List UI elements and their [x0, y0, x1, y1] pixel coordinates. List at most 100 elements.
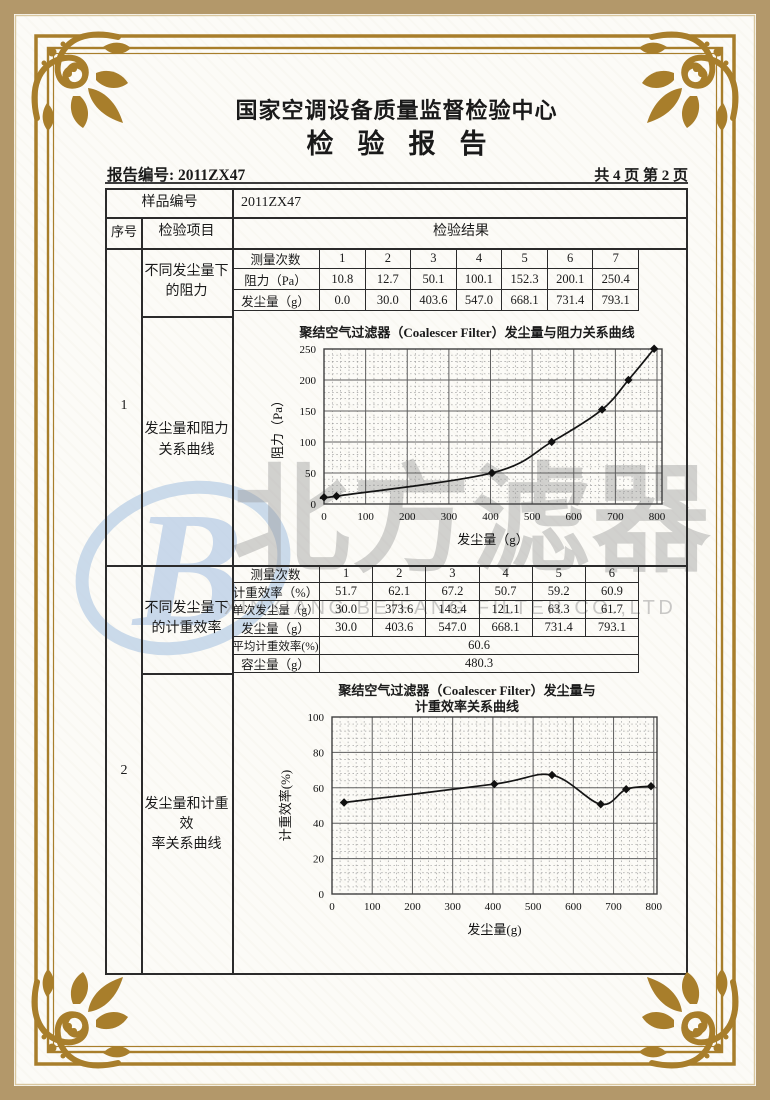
resistance-chart: 0 100 200 300 400 500 600 700 800 0 50 100 150 200 250… — [270, 344, 666, 547]
col-header-serial: 序号 — [110, 224, 137, 240]
svg-text:200: 200 — [399, 511, 416, 523]
efficiency-cell: 62.1 — [373, 583, 427, 601]
efficiency-chart-title-line1: 聚结空气过滤器（Coalescer Filter）发尘量与 — [338, 683, 596, 698]
single-dust-cell: 63.3 — [532, 601, 586, 619]
resistance-chart-title: 聚结空气过滤器（Coalescer Filter）发尘量与阻力关系曲线 — [299, 325, 635, 340]
resistance-cell: 10.8 — [320, 269, 366, 290]
svg-text:0: 0 — [329, 901, 335, 913]
dustB-cell: 668.1 — [479, 619, 533, 637]
svg-text:100: 100 — [300, 437, 317, 449]
resistance-cell: 250.4 — [593, 269, 639, 290]
avg-efficiency-label: 平均计重效率(%) — [232, 637, 320, 655]
dustA-cell: 731.4 — [547, 290, 594, 311]
countB-cell: 4 — [479, 565, 533, 583]
svg-text:0: 0 — [321, 511, 327, 523]
svg-text:40: 40 — [313, 818, 325, 830]
svg-text:150: 150 — [300, 406, 317, 418]
efficiency-cell: 59.2 — [532, 583, 586, 601]
org-title: 国家空调设备质量监督检验中心 — [235, 98, 558, 123]
svg-text:计重效率(%): 计重效率(%) — [278, 770, 293, 842]
svg-text:600: 600 — [565, 901, 582, 913]
countA-cell: 1 — [320, 248, 366, 269]
resistance-cell: 152.3 — [502, 269, 548, 290]
countB-cell: 5 — [532, 565, 586, 583]
item-resistance-curve: 发尘量和阻力 关系曲线 — [144, 422, 229, 458]
efficiency-cell: 67.2 — [426, 583, 480, 601]
svg-text:100: 100 — [357, 511, 374, 523]
efficiency-cell: 60.9 — [585, 583, 639, 601]
svg-text:500: 500 — [525, 901, 542, 913]
dustA-cell: 0.0 — [320, 290, 366, 311]
efficiency-cell: 51.7 — [320, 583, 374, 601]
single-dust-cell: 61.7 — [585, 601, 639, 619]
efficiency-chart: 0 100 200 300 400 500 600 700 800 0 20 40 60 80 100 发尘量… — [278, 712, 663, 937]
dustB-cell: 547.0 — [426, 619, 480, 637]
rowB-label: 计重效率（%） — [232, 583, 320, 601]
sample-no-value: 2011ZX47 — [241, 195, 302, 211]
dustB-cell: 30.0 — [320, 619, 374, 637]
single-dust-cell: 121.1 — [479, 601, 533, 619]
countA-cell: 5 — [502, 248, 548, 269]
svg-text:300: 300 — [441, 511, 458, 523]
dustB-cell: 793.1 — [585, 619, 639, 637]
rowB-label: 发尘量（g） — [232, 619, 320, 637]
efficiency-measurement-table: 测量次数 1 2 3 4 5 6 计重效率（%） 51.7 62.1 67.2 … — [232, 565, 639, 673]
countA-cell: 3 — [411, 248, 457, 269]
svg-text:100: 100 — [308, 712, 325, 724]
single-dust-cell: 373.6 — [373, 601, 427, 619]
rowB-label: 测量次数 — [232, 565, 320, 583]
svg-text:0: 0 — [319, 889, 325, 901]
svg-text:700: 700 — [607, 511, 624, 523]
item-efficiency: 不同发尘量下 的计重效率 — [144, 600, 229, 636]
svg-text:阻力（Pa）: 阻力（Pa） — [270, 394, 285, 459]
resistance-cell: 50.1 — [411, 269, 457, 290]
rowA-label: 阻力（Pa） — [232, 269, 320, 290]
countB-cell: 3 — [426, 565, 480, 583]
efficiency-cell: 50.7 — [479, 583, 533, 601]
report-title: 检验报告 — [306, 129, 511, 159]
dust-capacity-label: 容尘量（g） — [232, 655, 320, 673]
svg-text:0: 0 — [311, 499, 317, 511]
resistance-cell: 12.7 — [365, 269, 412, 290]
svg-text:300: 300 — [444, 901, 461, 913]
dustB-cell: 731.4 — [532, 619, 586, 637]
svg-text:250: 250 — [300, 344, 317, 356]
serial-2: 2 — [120, 762, 128, 778]
dustA-cell: 793.1 — [593, 290, 639, 311]
rowA-label: 测量次数 — [232, 248, 320, 269]
avg-efficiency-value: 60.6 — [320, 637, 639, 655]
dustA-cell: 30.0 — [365, 290, 412, 311]
dustA-cell: 547.0 — [456, 290, 503, 311]
sample-no-label: 样品编号 — [141, 195, 198, 211]
single-dust-cell: 143.4 — [426, 601, 480, 619]
item-efficiency-curve: 发尘量和计重效 率关系曲线 — [144, 796, 229, 853]
countB-cell: 2 — [373, 565, 427, 583]
svg-text:发尘量(g): 发尘量(g) — [467, 922, 521, 937]
countB-cell: 6 — [585, 565, 639, 583]
svg-text:800: 800 — [649, 511, 666, 523]
dust-capacity-value: 480.3 — [320, 655, 639, 673]
single-dust-cell: 30.0 — [320, 601, 374, 619]
header-rule — [105, 182, 688, 184]
dustB-cell: 403.6 — [373, 619, 427, 637]
countB-cell: 1 — [320, 565, 374, 583]
resistance-cell: 100.1 — [456, 269, 503, 290]
svg-text:400: 400 — [485, 901, 502, 913]
svg-text:50: 50 — [305, 468, 317, 480]
svg-text:60: 60 — [313, 783, 325, 795]
svg-text:100: 100 — [364, 901, 381, 913]
countA-cell: 2 — [365, 248, 412, 269]
svg-text:800: 800 — [646, 901, 663, 913]
rowA-label: 发尘量（g） — [232, 290, 320, 311]
svg-text:200: 200 — [300, 375, 317, 387]
svg-text:发尘量（g）: 发尘量（g） — [457, 532, 529, 547]
rowB-label: 单次发尘量（g） — [232, 601, 320, 619]
item-resistance: 不同发尘量下 的阻力 — [144, 263, 229, 299]
svg-text:80: 80 — [313, 747, 325, 759]
dustA-cell: 668.1 — [502, 290, 548, 311]
svg-text:700: 700 — [605, 901, 622, 913]
countA-cell: 7 — [593, 248, 639, 269]
